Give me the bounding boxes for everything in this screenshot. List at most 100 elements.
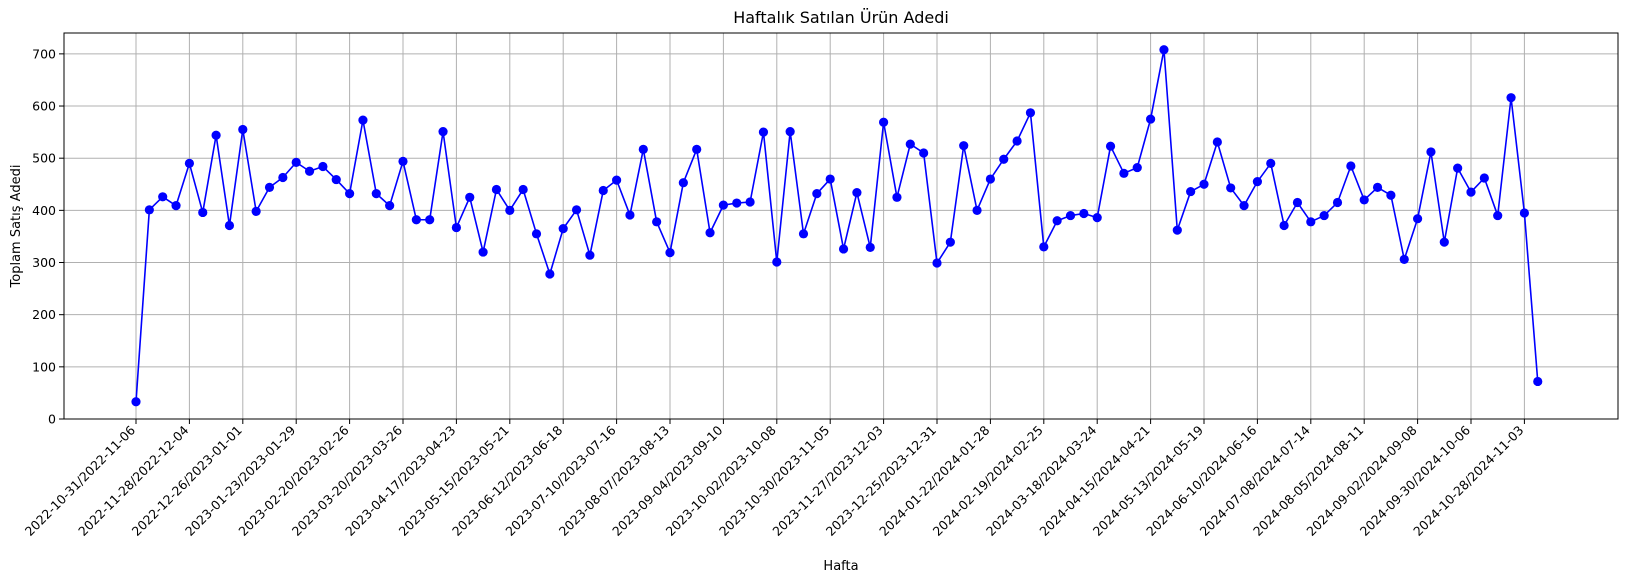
- data-point: [545, 269, 555, 279]
- data-point: [785, 126, 795, 137]
- data-point: [1079, 208, 1089, 219]
- data-point: [1426, 147, 1436, 157]
- data-point: [1012, 136, 1022, 146]
- series-markers: [131, 45, 1543, 407]
- data-point: [1279, 220, 1289, 231]
- x-tick-label: 2023-04-17/2023-04-23: [342, 423, 458, 539]
- data-point: [518, 184, 528, 195]
- y-tick-label: 500: [32, 151, 56, 166]
- data-point: [358, 115, 368, 125]
- data-point: [1252, 177, 1262, 187]
- data-point: [171, 201, 181, 211]
- data-point: [1319, 210, 1329, 221]
- data-point: [585, 250, 595, 260]
- data-point: [852, 188, 862, 198]
- data-point: [1493, 210, 1503, 221]
- y-tick-label: 600: [32, 99, 56, 114]
- x-axis-label: Hafta: [823, 559, 858, 574]
- data-point: [985, 174, 996, 184]
- y-tick-label: 400: [32, 203, 56, 218]
- data-point: [558, 224, 568, 234]
- data-point: [211, 130, 221, 140]
- data-point: [571, 205, 582, 215]
- data-point: [291, 157, 301, 167]
- data-point: [865, 242, 875, 252]
- plot-frame: [63, 32, 1619, 420]
- data-point: [1172, 225, 1182, 235]
- y-axis-ticks: 0 100 200 300 400 500 600 700: [32, 46, 64, 427]
- data-point: [932, 258, 942, 268]
- x-tick-label: 2023-02-20/2023-02-26: [235, 422, 351, 538]
- x-tick-label: 2023-09-04/2023-09-10: [609, 422, 725, 538]
- x-tick-label: 2024-09-30/2024-10-06: [1357, 422, 1473, 538]
- grid-lines: [64, 33, 1618, 420]
- x-tick-label: 2024-03-18/2024-03-24: [983, 422, 1099, 538]
- data-point: [945, 237, 955, 247]
- data-point: [144, 205, 154, 215]
- x-tick-label: 2023-06-12/2023-06-18: [449, 422, 565, 538]
- data-point: [198, 207, 208, 218]
- x-tick-label: 2024-05-13/2024-05-19: [1090, 422, 1206, 538]
- data-point: [238, 124, 248, 135]
- x-tick-label: 2023-10-02/2023-10-08: [663, 422, 779, 538]
- x-tick-label: 2024-09-02/2024-09-08: [1303, 422, 1419, 538]
- x-tick-label: 2024-07-08/2024-07-14: [1197, 422, 1313, 538]
- data-point: [612, 175, 622, 185]
- data-point: [718, 200, 729, 210]
- data-point: [598, 185, 608, 196]
- x-tick-label: 2023-08-07/2023-08-13: [556, 423, 672, 539]
- y-tick-label: 200: [32, 307, 56, 322]
- x-tick-label: 2024-04-15/2024-04-21: [1036, 423, 1152, 539]
- data-point: [1386, 190, 1396, 200]
- data-point: [478, 247, 488, 257]
- data-point: [385, 201, 395, 211]
- data-point: [438, 126, 448, 137]
- data-point: [1439, 237, 1449, 247]
- data-point: [758, 127, 769, 137]
- data-point: [972, 205, 982, 215]
- y-tick-label: 300: [32, 255, 56, 270]
- data-point: [345, 189, 355, 199]
- data-point: [798, 229, 809, 239]
- series-line: [135, 48, 1539, 402]
- data-point: [1239, 201, 1249, 211]
- data-point: [705, 228, 715, 238]
- data-point: [1332, 197, 1343, 208]
- y-tick-label: 700: [32, 46, 56, 61]
- x-tick-label: 2023-10-30/2023-11-05: [716, 423, 832, 539]
- data-point: [1266, 158, 1276, 169]
- data-point: [638, 144, 648, 154]
- data-point: [678, 178, 688, 188]
- x-tick-label: 2024-01-22/2024-01-28: [876, 422, 992, 538]
- data-point: [1052, 216, 1062, 226]
- data-point: [692, 144, 702, 154]
- x-tick-label: 2024-10-28/2024-11-03: [1410, 423, 1526, 539]
- data-point: [131, 397, 141, 407]
- data-point: [1372, 182, 1383, 192]
- x-tick-label: 2023-01-23/2023-01-29: [182, 422, 298, 538]
- data-point: [732, 198, 742, 208]
- data-point: [1132, 162, 1142, 173]
- y-tick-label: 0: [48, 412, 56, 427]
- data-point: [1092, 213, 1102, 223]
- x-tick-label: 2022-12-26/2023-01-01: [129, 423, 245, 539]
- data-point: [745, 197, 755, 207]
- data-point: [838, 244, 849, 254]
- data-point: [1226, 183, 1236, 193]
- data-point: [1506, 93, 1516, 103]
- data-point: [251, 206, 261, 216]
- data-point: [1346, 161, 1356, 171]
- data-point: [1359, 195, 1369, 205]
- data-point: [318, 161, 328, 172]
- data-point: [531, 229, 542, 239]
- data-point: [1453, 163, 1463, 173]
- data-point: [184, 158, 194, 169]
- data-point: [959, 141, 969, 151]
- x-tick-label: 2022-10-31/2022-11-06: [22, 422, 138, 538]
- data-point: [665, 248, 675, 258]
- data-point: [158, 192, 168, 202]
- data-point: [1186, 186, 1196, 197]
- data-point: [1065, 210, 1076, 221]
- data-point: [1399, 254, 1409, 264]
- data-point: [1413, 214, 1423, 224]
